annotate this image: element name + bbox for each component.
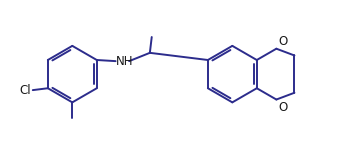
- Text: O: O: [278, 101, 287, 114]
- Text: NH: NH: [117, 55, 134, 68]
- Text: Cl: Cl: [19, 84, 30, 97]
- Text: O: O: [278, 35, 287, 48]
